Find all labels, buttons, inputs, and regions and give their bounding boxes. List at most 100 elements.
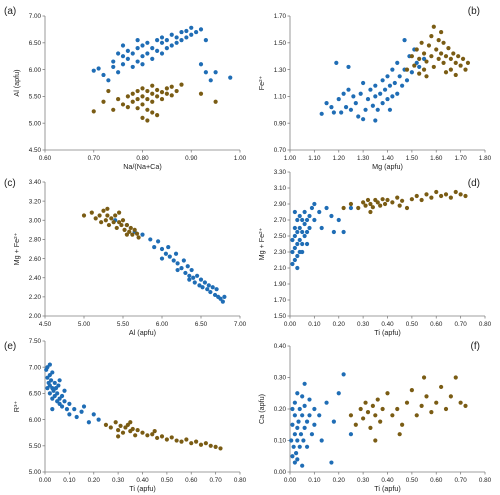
x-tick-label: 4.50: [39, 321, 52, 328]
data-point: [417, 71, 422, 76]
data-point: [324, 205, 329, 211]
data-point: [448, 56, 453, 61]
data-point: [159, 256, 165, 261]
x-tick-label: 1.70: [454, 155, 467, 162]
data-point: [319, 438, 324, 443]
data-point: [135, 427, 140, 433]
data-point: [363, 203, 368, 208]
data-point: [414, 413, 419, 418]
y-tick-label: 1.50: [274, 313, 287, 320]
data-point: [304, 241, 310, 247]
y-tick-label: 6.00: [29, 417, 42, 424]
data-point: [103, 422, 109, 427]
data-point: [113, 420, 118, 425]
data-point: [334, 60, 339, 65]
data-point: [124, 222, 129, 228]
series-1: [44, 362, 101, 425]
data-point: [309, 205, 315, 211]
x-tick-label: 1.20: [333, 155, 346, 162]
data-point: [179, 82, 184, 87]
data-point: [343, 105, 349, 110]
data-point: [91, 412, 96, 417]
data-point: [380, 101, 385, 106]
x-tick-label: 0.80: [479, 321, 492, 328]
data-point: [341, 372, 346, 377]
data-point: [148, 237, 153, 242]
data-point: [441, 40, 446, 45]
data-point: [346, 87, 351, 92]
data-point: [434, 47, 439, 52]
data-point: [443, 70, 449, 75]
data-point: [222, 294, 227, 299]
data-point: [378, 419, 383, 424]
data-point: [169, 32, 174, 37]
data-point: [127, 229, 132, 234]
data-point: [291, 444, 296, 449]
data-point: [363, 400, 368, 405]
data-point: [368, 201, 373, 207]
data-point: [304, 444, 310, 449]
data-point: [387, 83, 393, 88]
data-point: [373, 94, 378, 99]
data-point: [290, 422, 295, 427]
data-point: [67, 401, 72, 406]
data-point: [312, 422, 317, 427]
y-tick-label: 6.50: [29, 391, 42, 398]
data-point: [106, 222, 112, 228]
data-point: [97, 213, 102, 218]
x-tick-label: 1.10: [308, 155, 321, 162]
data-point: [331, 110, 336, 115]
data-point: [111, 220, 116, 225]
data-point: [341, 205, 346, 211]
data-point: [120, 54, 126, 59]
data-point: [150, 91, 155, 96]
data-point: [436, 38, 441, 43]
x-tick-label: 0.30: [112, 477, 125, 484]
data-point: [358, 406, 363, 412]
data-point: [453, 375, 458, 380]
data-point: [414, 60, 419, 65]
data-point: [140, 232, 145, 237]
data-point: [312, 406, 317, 412]
data-point: [79, 409, 84, 414]
series-1: [289, 372, 354, 468]
data-point: [434, 189, 439, 195]
data-point: [128, 420, 133, 425]
data-point: [348, 432, 354, 437]
data-point: [150, 56, 155, 61]
data-point: [187, 277, 192, 282]
y-tick-label: 5.00: [29, 469, 42, 476]
x-tick-label: 0.10: [63, 477, 76, 484]
data-point: [74, 414, 79, 420]
y-tick-label: 7.50: [29, 338, 42, 345]
data-point: [404, 400, 410, 405]
data-point: [300, 241, 305, 247]
data-point: [397, 203, 402, 208]
data-point: [417, 64, 422, 70]
data-point: [443, 54, 449, 59]
y-tick-label: 5.50: [29, 94, 42, 101]
data-point: [169, 84, 174, 89]
data-point: [169, 93, 174, 98]
data-point: [218, 446, 223, 451]
data-point: [187, 273, 192, 278]
data-point: [382, 87, 388, 92]
data-point: [458, 63, 463, 68]
x-tick-label: 0.20: [333, 477, 346, 484]
data-point: [135, 96, 140, 102]
y-tick-label: 0.40: [274, 343, 287, 350]
data-point: [220, 299, 225, 304]
data-point: [109, 216, 114, 221]
data-point: [290, 406, 295, 412]
data-point: [319, 111, 324, 116]
data-point: [111, 59, 116, 64]
data-point: [392, 80, 397, 86]
data-point: [198, 91, 204, 96]
data-point: [370, 103, 375, 108]
data-point: [145, 433, 150, 438]
data-point: [448, 67, 453, 72]
data-point: [135, 38, 140, 43]
data-point: [431, 24, 436, 29]
panel-label: (b): [468, 6, 480, 17]
data-point: [429, 410, 434, 415]
